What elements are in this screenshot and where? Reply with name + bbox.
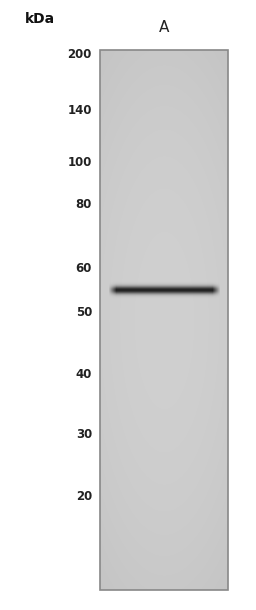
Text: 200: 200	[68, 49, 92, 62]
Text: A: A	[159, 20, 169, 35]
Text: kDa: kDa	[25, 12, 55, 26]
Bar	[100, 50, 228, 590]
Text: 140: 140	[68, 104, 92, 117]
Text: 60: 60	[76, 262, 92, 274]
Text: 20: 20	[76, 490, 92, 503]
Text: 80: 80	[76, 198, 92, 212]
Text: 40: 40	[76, 368, 92, 381]
Text: 50: 50	[76, 306, 92, 318]
Text: 30: 30	[76, 428, 92, 442]
Text: 100: 100	[68, 156, 92, 168]
